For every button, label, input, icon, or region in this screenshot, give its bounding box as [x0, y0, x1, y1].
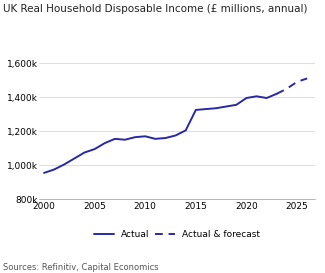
Actual & forecast — [305, 77, 309, 80]
Actual — [204, 108, 208, 111]
Text: Sources: Refinitiv, Capital Economics: Sources: Refinitiv, Capital Economics — [3, 263, 159, 272]
Actual — [93, 147, 97, 151]
Actual — [275, 92, 279, 95]
Actual — [52, 168, 56, 171]
Actual — [153, 137, 157, 141]
Actual — [133, 135, 137, 139]
Text: UK Real Household Disposable Income (£ millions, annual): UK Real Household Disposable Income (£ m… — [3, 4, 308, 14]
Actual — [184, 129, 188, 132]
Actual — [123, 138, 127, 141]
Actual — [42, 171, 46, 174]
Actual — [234, 103, 238, 106]
Line: Actual & forecast: Actual & forecast — [277, 78, 307, 94]
Actual — [254, 95, 258, 98]
Actual — [265, 96, 269, 100]
Actual — [194, 108, 198, 112]
Legend: Actual, Actual & forecast: Actual, Actual & forecast — [94, 230, 260, 239]
Actual — [214, 106, 218, 110]
Actual — [143, 135, 147, 138]
Line: Actual: Actual — [44, 94, 277, 173]
Actual & forecast — [295, 80, 299, 84]
Actual & forecast — [275, 92, 279, 95]
Actual — [72, 157, 76, 160]
Actual — [224, 105, 228, 108]
Actual — [83, 151, 86, 154]
Actual & forecast — [285, 87, 289, 90]
Actual — [244, 96, 248, 100]
Actual — [62, 163, 66, 166]
Actual — [174, 134, 177, 137]
Actual — [113, 137, 117, 141]
Actual — [103, 141, 107, 145]
Actual — [163, 136, 167, 140]
